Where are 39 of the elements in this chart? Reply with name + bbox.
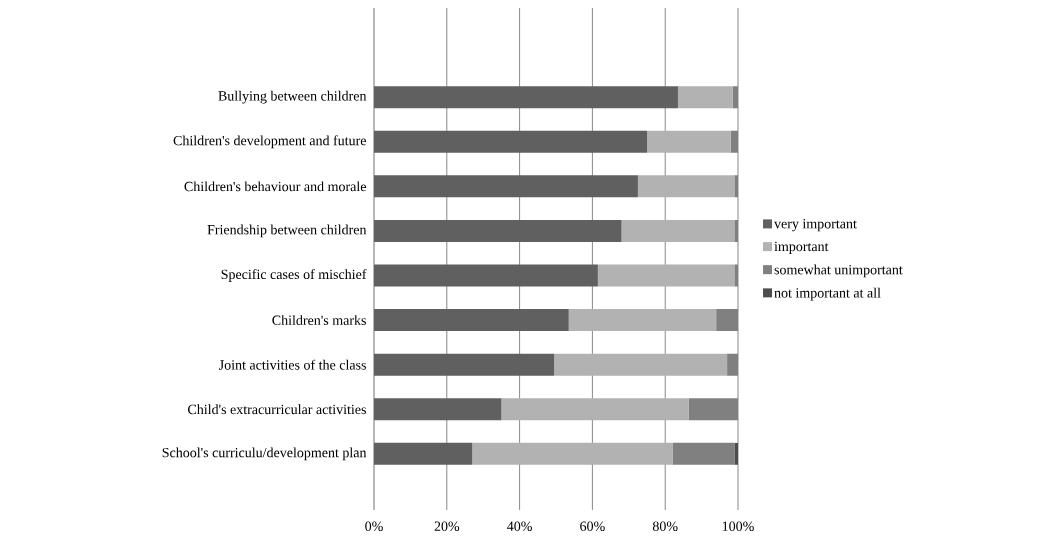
bar — [374, 353, 555, 376]
legend-label: very important — [774, 219, 857, 232]
x-tick-label: 20% — [434, 521, 460, 532]
y-tick-label: Bullying between children — [218, 90, 367, 104]
y-tick-label: Child's extracurricular activities — [188, 404, 366, 415]
bar — [374, 264, 598, 287]
x-tick-label: 80% — [652, 521, 678, 532]
bar — [554, 353, 728, 376]
legend-label: somewhat unimportant — [774, 264, 903, 278]
x-tick-label: 100% — [722, 521, 754, 532]
x-tick-label: 0% — [365, 521, 383, 532]
bar — [472, 442, 673, 465]
bar — [374, 86, 678, 109]
legend-label: not important at all — [774, 287, 881, 301]
y-tick-label: School's curriculu/development plan — [162, 447, 367, 461]
bar — [374, 442, 473, 465]
y-tick-label: Specific cases of mischief — [221, 269, 367, 282]
y-tick-label: Joint activities of the class — [219, 359, 366, 370]
bar — [374, 309, 569, 332]
bar — [568, 309, 717, 332]
x-tick-label: 60% — [580, 521, 605, 532]
bar — [677, 86, 733, 109]
bar — [647, 130, 731, 153]
y-tick-label: Children's marks — [272, 315, 366, 325]
bar — [597, 264, 735, 287]
legend-label: important — [774, 241, 829, 255]
y-tick-label: Friendship between children — [207, 224, 367, 238]
bar — [374, 175, 638, 198]
y-tick-label: Children's behaviour and morale — [184, 181, 366, 192]
bar — [374, 130, 647, 153]
bar — [374, 219, 622, 242]
bar — [374, 398, 502, 421]
bar — [734, 442, 738, 465]
bar — [637, 175, 735, 198]
bar — [672, 442, 735, 465]
bar — [501, 398, 689, 421]
x-tick-label: 40% — [507, 521, 532, 532]
bar — [621, 219, 735, 242]
y-tick-label: Children's development and future — [173, 135, 366, 149]
